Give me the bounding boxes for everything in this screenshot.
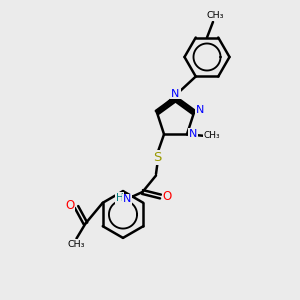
- Text: CH₃: CH₃: [207, 11, 224, 20]
- Text: N: N: [171, 88, 180, 99]
- Text: CH₃: CH₃: [68, 240, 85, 249]
- Text: O: O: [163, 190, 172, 203]
- Text: N: N: [196, 105, 204, 115]
- Text: S: S: [153, 151, 162, 164]
- Text: N: N: [122, 194, 131, 205]
- Text: N: N: [189, 129, 197, 139]
- Text: CH₃: CH₃: [203, 131, 220, 140]
- Text: H: H: [116, 193, 123, 203]
- Text: O: O: [65, 199, 74, 212]
